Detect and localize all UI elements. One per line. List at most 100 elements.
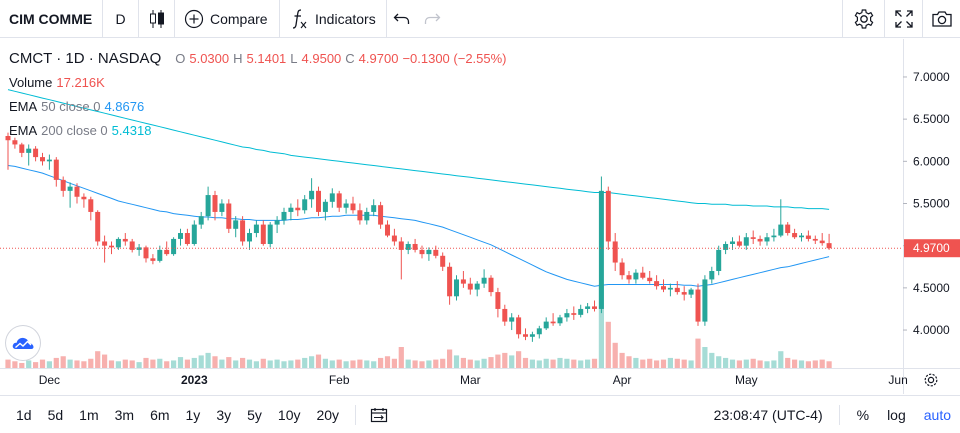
candle-body <box>26 148 32 153</box>
bottom-right-group: 23:08:47 (UTC-4) % log auto <box>714 396 960 433</box>
interval-button[interactable]: D <box>103 0 139 38</box>
y-tick-label: 6.0000 <box>913 154 950 168</box>
volume-bar <box>260 358 266 368</box>
legend-ema200-row[interactable]: EMA 200 close 0 5.4318 <box>9 119 507 143</box>
candle-body <box>633 272 639 280</box>
screenshot-button[interactable] <box>922 0 960 38</box>
range-20y[interactable]: 20y <box>316 406 340 423</box>
candle-body <box>233 220 239 229</box>
percent-toggle[interactable]: % <box>856 407 870 423</box>
volume-bar <box>350 360 356 368</box>
range-5y[interactable]: 5y <box>247 406 262 423</box>
candle-body <box>454 279 459 297</box>
go-to-date-button[interactable] <box>364 407 394 423</box>
range-10y[interactable]: 10y <box>277 406 301 423</box>
volume-bar <box>150 359 156 368</box>
cloud-logo-icon <box>12 337 34 349</box>
fullscreen-button[interactable] <box>884 0 922 38</box>
candle-body <box>33 148 39 158</box>
volume-bar <box>398 347 404 368</box>
candle-body <box>785 224 791 234</box>
chart-area[interactable]: 7.00006.50006.00005.50005.00004.50004.00… <box>0 39 960 394</box>
candle-body <box>12 140 18 145</box>
volume-bar <box>198 355 204 368</box>
range-1y[interactable]: 1y <box>185 406 201 423</box>
volume-bar <box>371 361 377 368</box>
volume-bar <box>46 361 52 368</box>
volume-bar <box>647 358 653 368</box>
volume-bar <box>53 357 59 368</box>
candle-body <box>702 279 708 322</box>
candle-body <box>95 211 101 242</box>
settings-button[interactable] <box>842 0 884 38</box>
candle-body <box>598 190 604 309</box>
bottom-right-divider <box>838 405 840 425</box>
candle-body <box>322 201 328 212</box>
volume-bar <box>633 357 639 368</box>
volume-bar <box>267 360 273 368</box>
x-tick-label: Feb <box>329 373 350 387</box>
x-tick-label: May <box>735 373 758 387</box>
auto-toggle[interactable]: auto <box>923 407 951 423</box>
volume-bar <box>626 356 632 368</box>
candle-body <box>164 249 170 255</box>
candle-body <box>467 283 473 290</box>
legend-ema50-row[interactable]: EMA 50 close 0 4.8676 <box>9 95 507 119</box>
tradingview-logo[interactable] <box>6 326 40 360</box>
legend-volume-row[interactable]: Volume 17.216K <box>9 71 507 95</box>
log-toggle[interactable]: log <box>887 407 906 423</box>
legend-low-value: 4.9500 <box>301 51 342 66</box>
candle-body <box>419 249 425 255</box>
compare-button[interactable]: Compare <box>175 0 280 38</box>
volume-bar <box>60 356 66 368</box>
candle-body <box>826 243 832 249</box>
legend-open-key: O <box>175 51 186 66</box>
bottom-toolbar: 1d 5d 1m 3m 6m 1y 3y 5y 10y 20y 23:08:47… <box>0 395 960 433</box>
toolbar-right-group <box>842 0 960 38</box>
range-1m[interactable]: 1m <box>79 406 99 423</box>
volume-bar <box>295 359 301 368</box>
undo-icon[interactable] <box>393 12 411 26</box>
candle-body <box>543 321 549 329</box>
camera-icon <box>931 11 952 27</box>
x-tick-label: Dec <box>39 373 60 387</box>
chart-type-button[interactable] <box>139 0 175 38</box>
candle-body <box>129 241 135 250</box>
candle-body <box>371 205 377 212</box>
range-1d[interactable]: 1d <box>16 406 32 423</box>
volume-bar <box>5 359 11 368</box>
candle-body <box>757 238 763 242</box>
candle-body <box>805 235 811 239</box>
volume-bar <box>502 352 508 368</box>
symbol-search-button[interactable]: CIM COMME <box>0 0 103 38</box>
candle-body <box>619 262 625 276</box>
candle-body <box>74 186 80 197</box>
candle-body <box>460 279 466 284</box>
candle-body <box>46 159 52 162</box>
candle-body <box>681 292 687 295</box>
range-5d[interactable]: 5d <box>47 406 64 423</box>
volume-bar <box>785 357 791 368</box>
range-3m[interactable]: 3m <box>114 406 135 423</box>
volume-bar <box>164 361 170 368</box>
volume-bar <box>522 357 529 368</box>
legend-high-key: H <box>233 51 243 66</box>
range-6m[interactable]: 6m <box>150 406 170 423</box>
candle-body <box>529 334 535 337</box>
redo-icon[interactable] <box>423 12 441 26</box>
plus-circle-icon <box>184 9 204 28</box>
fx-icon <box>292 8 307 29</box>
price-chart[interactable]: 7.00006.50006.00005.50005.00004.50004.00… <box>0 39 960 394</box>
volume-bar <box>205 352 211 368</box>
bottom-divider <box>355 404 357 425</box>
candle-body <box>136 247 142 250</box>
candle-body <box>812 238 818 241</box>
volume-bar <box>750 358 756 368</box>
legend-symbol-row: CMCT · 1D · NASDAQ O 5.0300 H 5.1401 L 4.95… <box>9 47 507 71</box>
candle-body <box>736 241 742 246</box>
clock-time[interactable]: 23:08:47 (UTC-4) <box>713 407 823 423</box>
indicators-button[interactable]: Indicators <box>280 0 387 38</box>
volume-bar <box>95 351 101 368</box>
candle-body <box>481 277 487 284</box>
range-3y[interactable]: 3y <box>216 406 232 423</box>
